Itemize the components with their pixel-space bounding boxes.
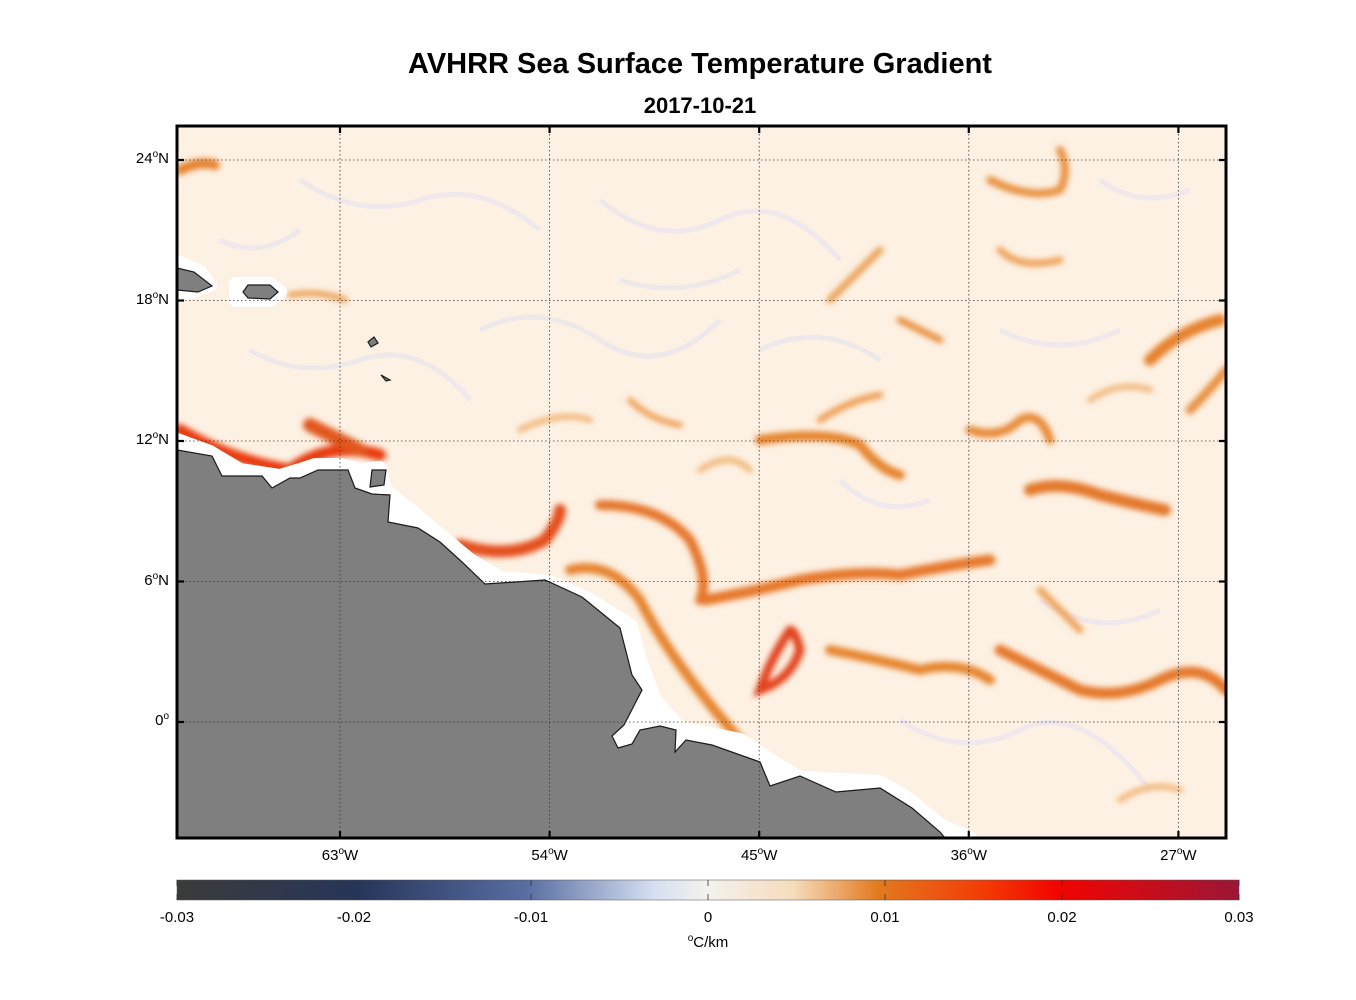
lon-label: 36oW: [950, 846, 987, 864]
colorbar-tick-label: 0.01: [870, 909, 900, 926]
land: [177, 267, 946, 838]
colorbar-tick-label: 0.02: [1047, 909, 1077, 926]
graticule: [177, 126, 1226, 838]
lon-label: 45oW: [740, 846, 778, 864]
map-frame: [175, 124, 1228, 840]
lat-label: 12oN: [135, 430, 169, 448]
colorbar-tick-label: -0.02: [336, 909, 372, 926]
lon-label: 63oW: [321, 846, 359, 864]
lon-label: 27oW: [1160, 846, 1197, 864]
lat-label: 18oN: [135, 289, 169, 308]
map-date: 2017-10-21: [643, 93, 757, 118]
colorbar-tick-label: -0.01: [513, 909, 549, 926]
colorbar-tick-label: 0.03: [1224, 909, 1254, 926]
colorbar-tick-label: 0: [703, 909, 713, 926]
colorbar-unit: oC/km: [687, 933, 729, 951]
map-title: AVHRR Sea Surface Temperature Gradient: [408, 48, 992, 80]
lat-label: 6oN: [144, 570, 169, 589]
colorbar-tick-label: -0.03: [159, 909, 195, 926]
faint-texture: [218, 177, 1191, 792]
lat-label: 24oN: [135, 149, 169, 167]
map-panel: [177, 126, 1226, 838]
lat-label: 0o: [155, 711, 169, 729]
front-features: [177, 146, 1226, 803]
colorbar-ticks: [176, 880, 1240, 900]
lon-label: 54oW: [531, 846, 568, 864]
